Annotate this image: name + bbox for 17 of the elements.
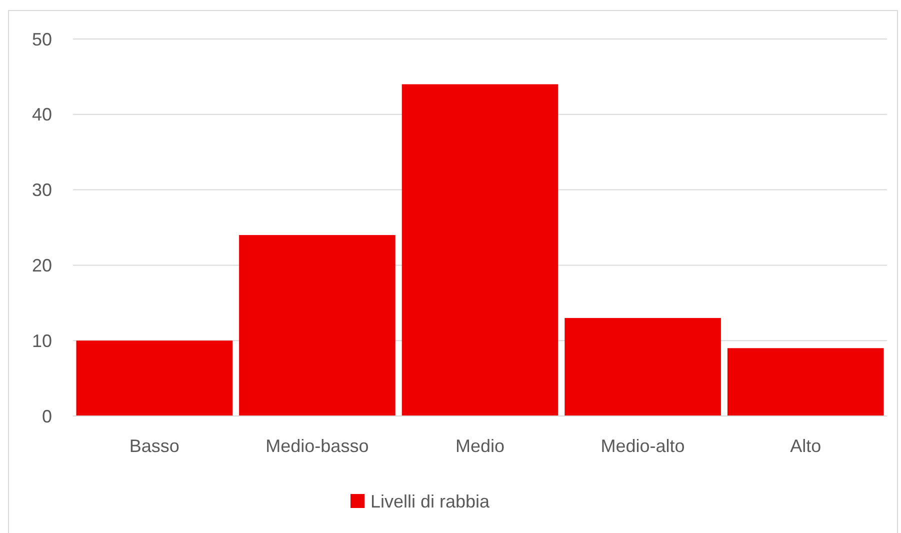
x-tick-label: Medio	[455, 436, 505, 456]
x-tick-label: Basso	[129, 436, 180, 456]
legend-label: Livelli di rabbia	[370, 491, 491, 512]
y-tick-label: 0	[42, 406, 52, 426]
bar	[727, 348, 884, 416]
y-tick-label: 40	[32, 104, 52, 125]
bar	[239, 235, 396, 416]
bar	[564, 318, 721, 416]
x-tick-label: Medio-basso	[266, 436, 369, 456]
x-tick-label: Alto	[790, 436, 822, 456]
y-tick-label: 30	[32, 180, 52, 200]
y-tick-label: 20	[32, 256, 52, 276]
x-tick-label: Medio-alto	[600, 436, 685, 456]
y-tick-label: 50	[32, 29, 52, 50]
bar	[402, 84, 558, 416]
bar	[76, 340, 233, 416]
y-tick-label: 10	[32, 330, 52, 351]
